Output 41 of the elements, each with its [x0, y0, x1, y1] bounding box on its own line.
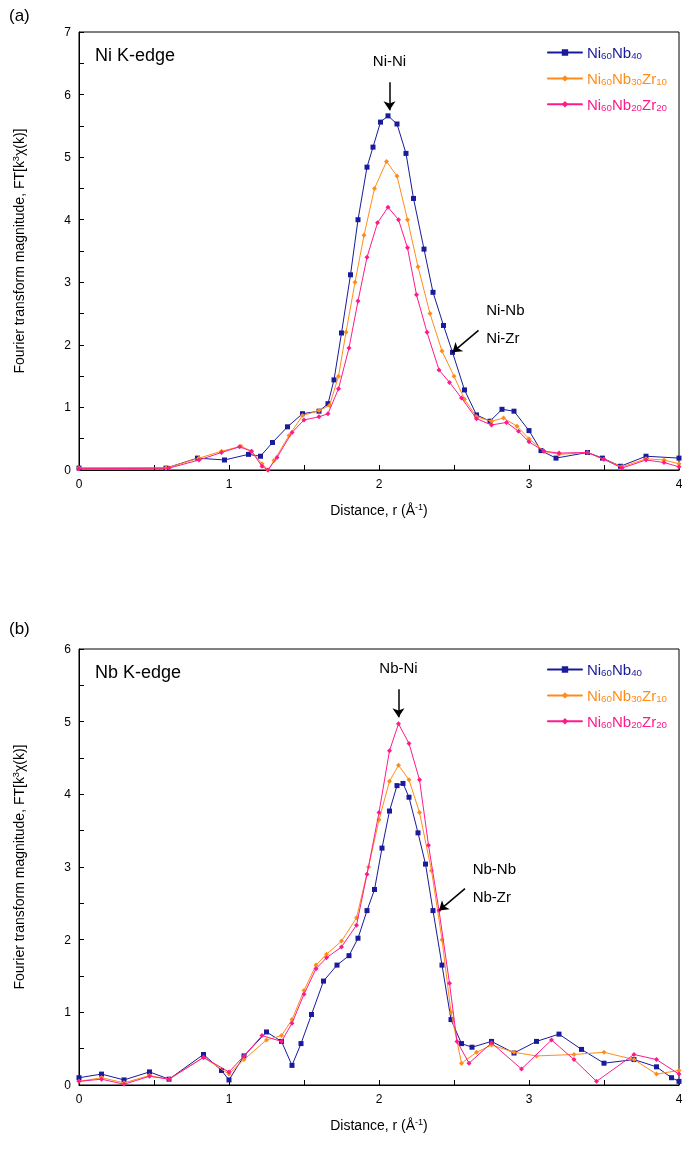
- x-tick-label: 0: [75, 1092, 83, 1106]
- y-axis-title: Fourier transform magnitude, FT[k3χ(k)]: [11, 128, 28, 374]
- legend-label: Ni60Nb40: [586, 44, 643, 62]
- y-tick-label: 5: [64, 714, 72, 729]
- x-tick-label: 1: [225, 477, 233, 491]
- chart-title: (b): [9, 619, 30, 638]
- x-tick-label: 2: [375, 477, 383, 491]
- y-tick-label: 1: [64, 400, 72, 415]
- x-tick-label: 4: [675, 477, 683, 491]
- y-tick-label: 0: [64, 1078, 72, 1092]
- y-tick-label: 7: [64, 25, 72, 39]
- x-tick-label: 1: [225, 1092, 233, 1106]
- y-tick-label: 2: [64, 932, 72, 947]
- legend-label: Ni60Nb20Zr20: [586, 712, 668, 731]
- x-tick-label: 0: [75, 477, 83, 491]
- annotation: Nb-Nb Nb-Zr: [472, 859, 516, 905]
- y-tick-label: 4: [64, 787, 72, 802]
- annotation: Ni K-edge: [95, 45, 176, 65]
- y-axis-title: Fourier transform magnitude, FT[k3χ(k)]: [11, 744, 28, 990]
- x-tick-label: 3: [525, 1092, 533, 1106]
- legend-label: Ni60Nb30Zr10: [586, 686, 668, 705]
- y-tick-label: 5: [64, 150, 72, 165]
- annotation: Nb-Ni: [379, 658, 418, 676]
- annotation: Nb K-edge: [95, 662, 182, 682]
- y-tick-label: 6: [64, 642, 72, 656]
- y-tick-label: 2: [64, 337, 72, 352]
- y-tick-label: 3: [64, 860, 72, 874]
- y-tick-label: 6: [64, 87, 72, 102]
- legend-label: Ni60Nb30Zr10: [586, 69, 668, 88]
- annotation: Ni-Ni: [372, 51, 407, 69]
- y-tick-label: 1: [64, 1005, 72, 1020]
- x-tick-label: 3: [525, 477, 533, 491]
- x-tick-label: 2: [375, 1092, 383, 1106]
- annotation: Ni-Nb Ni-Zr: [486, 301, 525, 347]
- y-tick-label: 0: [64, 463, 72, 477]
- y-tick-label: 3: [64, 275, 72, 290]
- chart-title: (a): [9, 6, 30, 25]
- legend-label: Ni60Nb40: [586, 661, 643, 679]
- x-tick-label: 4: [675, 1092, 683, 1106]
- legend-label: Ni60Nb20Zr20: [586, 95, 668, 114]
- y-tick-label: 4: [64, 212, 72, 227]
